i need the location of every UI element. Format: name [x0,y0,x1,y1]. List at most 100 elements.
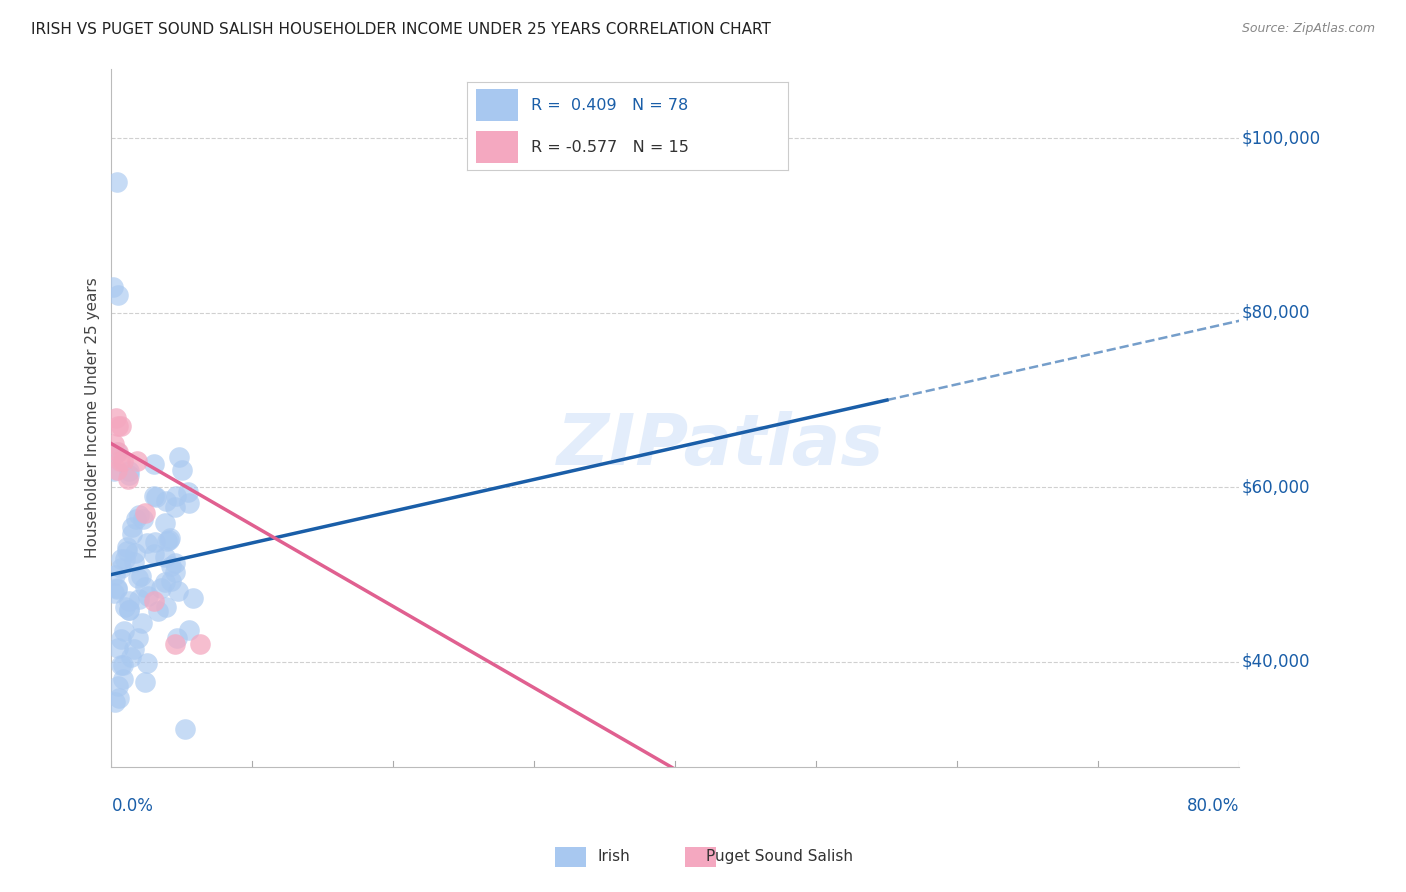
Point [110,657,132,672]
Point [188,637,211,651]
Point [118,603,141,617]
Point [105,445,128,459]
Text: 80.0%: 80.0% [1187,797,1240,815]
Point [153,516,176,530]
Point [127,631,149,645]
Text: IRISH VS PUGET SOUND SALISH HOUSEHOLDER INCOME UNDER 25 YEARS CORRELATION CHART: IRISH VS PUGET SOUND SALISH HOUSEHOLDER … [31,22,770,37]
Point [159,531,181,545]
Text: 0.0%: 0.0% [111,797,153,815]
Point [111,658,134,673]
Point [124,546,146,560]
Point [155,494,177,508]
Point [150,582,173,596]
Point [163,500,186,514]
Point [138,590,160,604]
Point [134,675,156,690]
Point [173,723,195,737]
Point [166,584,188,599]
Point [135,657,157,671]
Point [112,624,135,638]
Point [167,450,190,464]
Point [103,436,125,450]
Point [105,175,128,189]
Point [110,551,132,566]
Point [107,691,129,706]
Point [177,623,200,637]
Point [114,551,136,566]
Point [121,520,143,534]
Point [159,574,181,588]
Point [132,512,155,526]
Point [118,594,141,608]
Point [177,484,200,499]
Point [134,580,156,594]
Point [103,567,125,582]
Point [181,591,204,606]
Point [110,632,132,646]
Point [135,536,157,550]
Point [143,535,166,549]
Point [163,566,186,580]
Point [142,458,165,472]
Point [104,410,127,425]
Point [107,679,129,693]
Point [125,454,148,468]
Point [118,467,141,482]
Point [129,568,152,582]
Point [115,543,138,558]
Point [111,673,134,687]
Point [160,558,183,573]
Point [128,591,150,606]
Point [142,547,165,561]
Point [155,599,177,614]
Point [163,637,186,651]
Point [108,454,131,468]
Point [127,570,149,584]
Y-axis label: Householder Income Under 25 years: Householder Income Under 25 years [86,277,100,558]
Point [124,642,146,657]
Point [153,549,176,564]
Point [125,512,148,526]
Text: ZIPatlas: ZIPatlas [557,411,884,480]
Point [103,586,125,600]
Point [156,533,179,548]
Point [110,419,132,434]
Point [118,464,141,478]
Text: Puget Sound Salish: Puget Sound Salish [706,849,853,863]
Point [115,540,138,554]
Point [105,581,128,595]
Point [163,556,186,570]
Point [165,489,187,503]
Point [107,419,129,434]
Point [117,472,139,486]
Text: $80,000: $80,000 [1241,304,1310,322]
Point [155,575,177,590]
Point [111,454,134,468]
Point [121,527,143,541]
Point [103,464,125,478]
Point [128,508,150,522]
Point [118,603,141,617]
Point [107,288,129,302]
Point [142,593,165,607]
Point [114,600,136,615]
Text: $40,000: $40,000 [1241,653,1310,671]
Point [105,582,128,596]
Point [157,533,180,547]
Point [122,555,145,569]
Point [134,507,156,521]
Point [170,463,193,477]
Point [177,496,200,510]
Point [110,561,132,575]
Point [107,641,129,656]
Point [145,490,167,504]
Point [104,695,127,709]
Text: Irish: Irish [598,849,630,863]
Point [107,445,129,459]
Point [166,631,188,645]
Text: $100,000: $100,000 [1241,129,1320,147]
Text: $60,000: $60,000 [1241,478,1310,496]
Point [120,650,142,665]
Point [103,279,125,293]
Point [105,463,128,477]
